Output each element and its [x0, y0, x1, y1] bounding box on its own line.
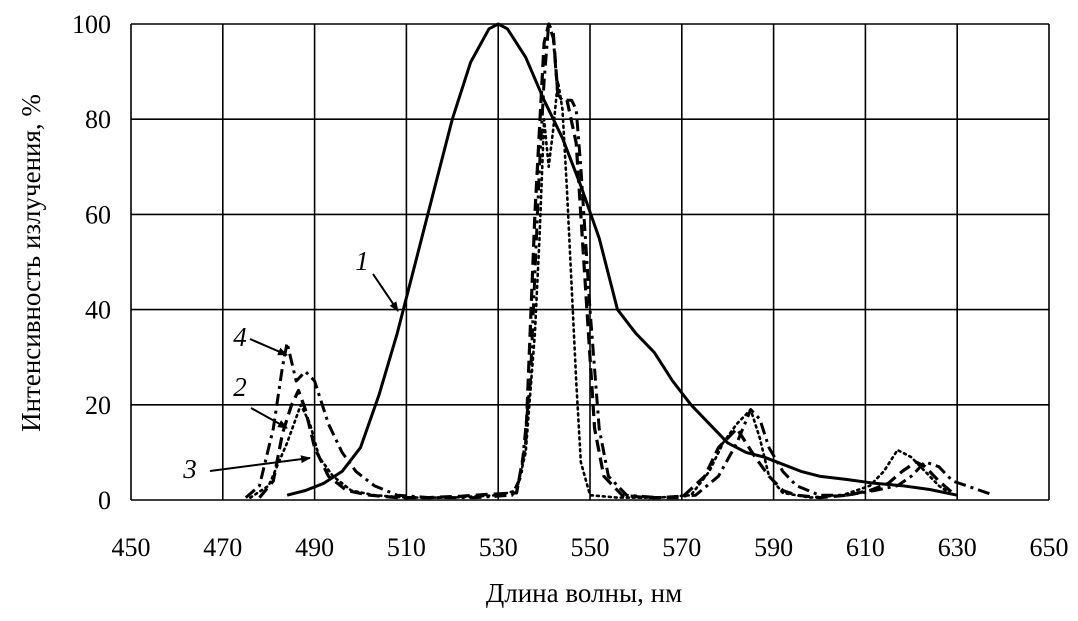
- annotation-arrow-3: [209, 455, 311, 472]
- x-tick-label: 650: [1030, 533, 1069, 562]
- series-line-1: [286, 22, 958, 497]
- y-tick-label: 40: [85, 296, 111, 325]
- series-line-3: [249, 79, 954, 499]
- series-line-2: [258, 22, 954, 500]
- annotation-label-3: 3: [182, 454, 197, 484]
- annotation-label-4: 4: [233, 322, 247, 352]
- y-tick-label: 100: [72, 10, 111, 39]
- x-axis-title: Длина волны, нм: [486, 578, 682, 608]
- x-tick-label: 550: [571, 533, 610, 562]
- annotation-arrow-2: [250, 407, 288, 429]
- y-tick-label: 80: [85, 105, 111, 134]
- x-tick-label: 490: [295, 533, 334, 562]
- x-tick-label: 570: [662, 533, 701, 562]
- y-tick-label: 20: [85, 391, 111, 420]
- y-axis-title: Интенсивность излучения, %: [16, 94, 46, 432]
- x-tick-label: 450: [112, 533, 151, 562]
- x-tick-label: 530: [479, 533, 518, 562]
- series-lines: [244, 22, 995, 500]
- series-annotations: 1 2 3 4: [182, 246, 399, 484]
- x-tick-label: 610: [846, 533, 885, 562]
- x-tick-label: 510: [387, 533, 426, 562]
- annotation-label-2: 2: [233, 372, 247, 402]
- grid: [130, 23, 1050, 501]
- annotation-arrow-4: [249, 338, 288, 356]
- annotation-arrow-1: [372, 273, 399, 312]
- x-tick-label: 470: [203, 533, 242, 562]
- x-tick-label: 630: [938, 533, 977, 562]
- x-tick-label: 590: [754, 533, 793, 562]
- tick-labels: 450 470 490 510 530 550 570 590 610 630 650 0 20 40 60…: [72, 10, 1069, 562]
- y-tick-label: 60: [85, 200, 111, 229]
- y-tick-label: 0: [98, 486, 111, 515]
- series-line-4: [244, 22, 995, 500]
- annotation-label-1: 1: [355, 246, 369, 276]
